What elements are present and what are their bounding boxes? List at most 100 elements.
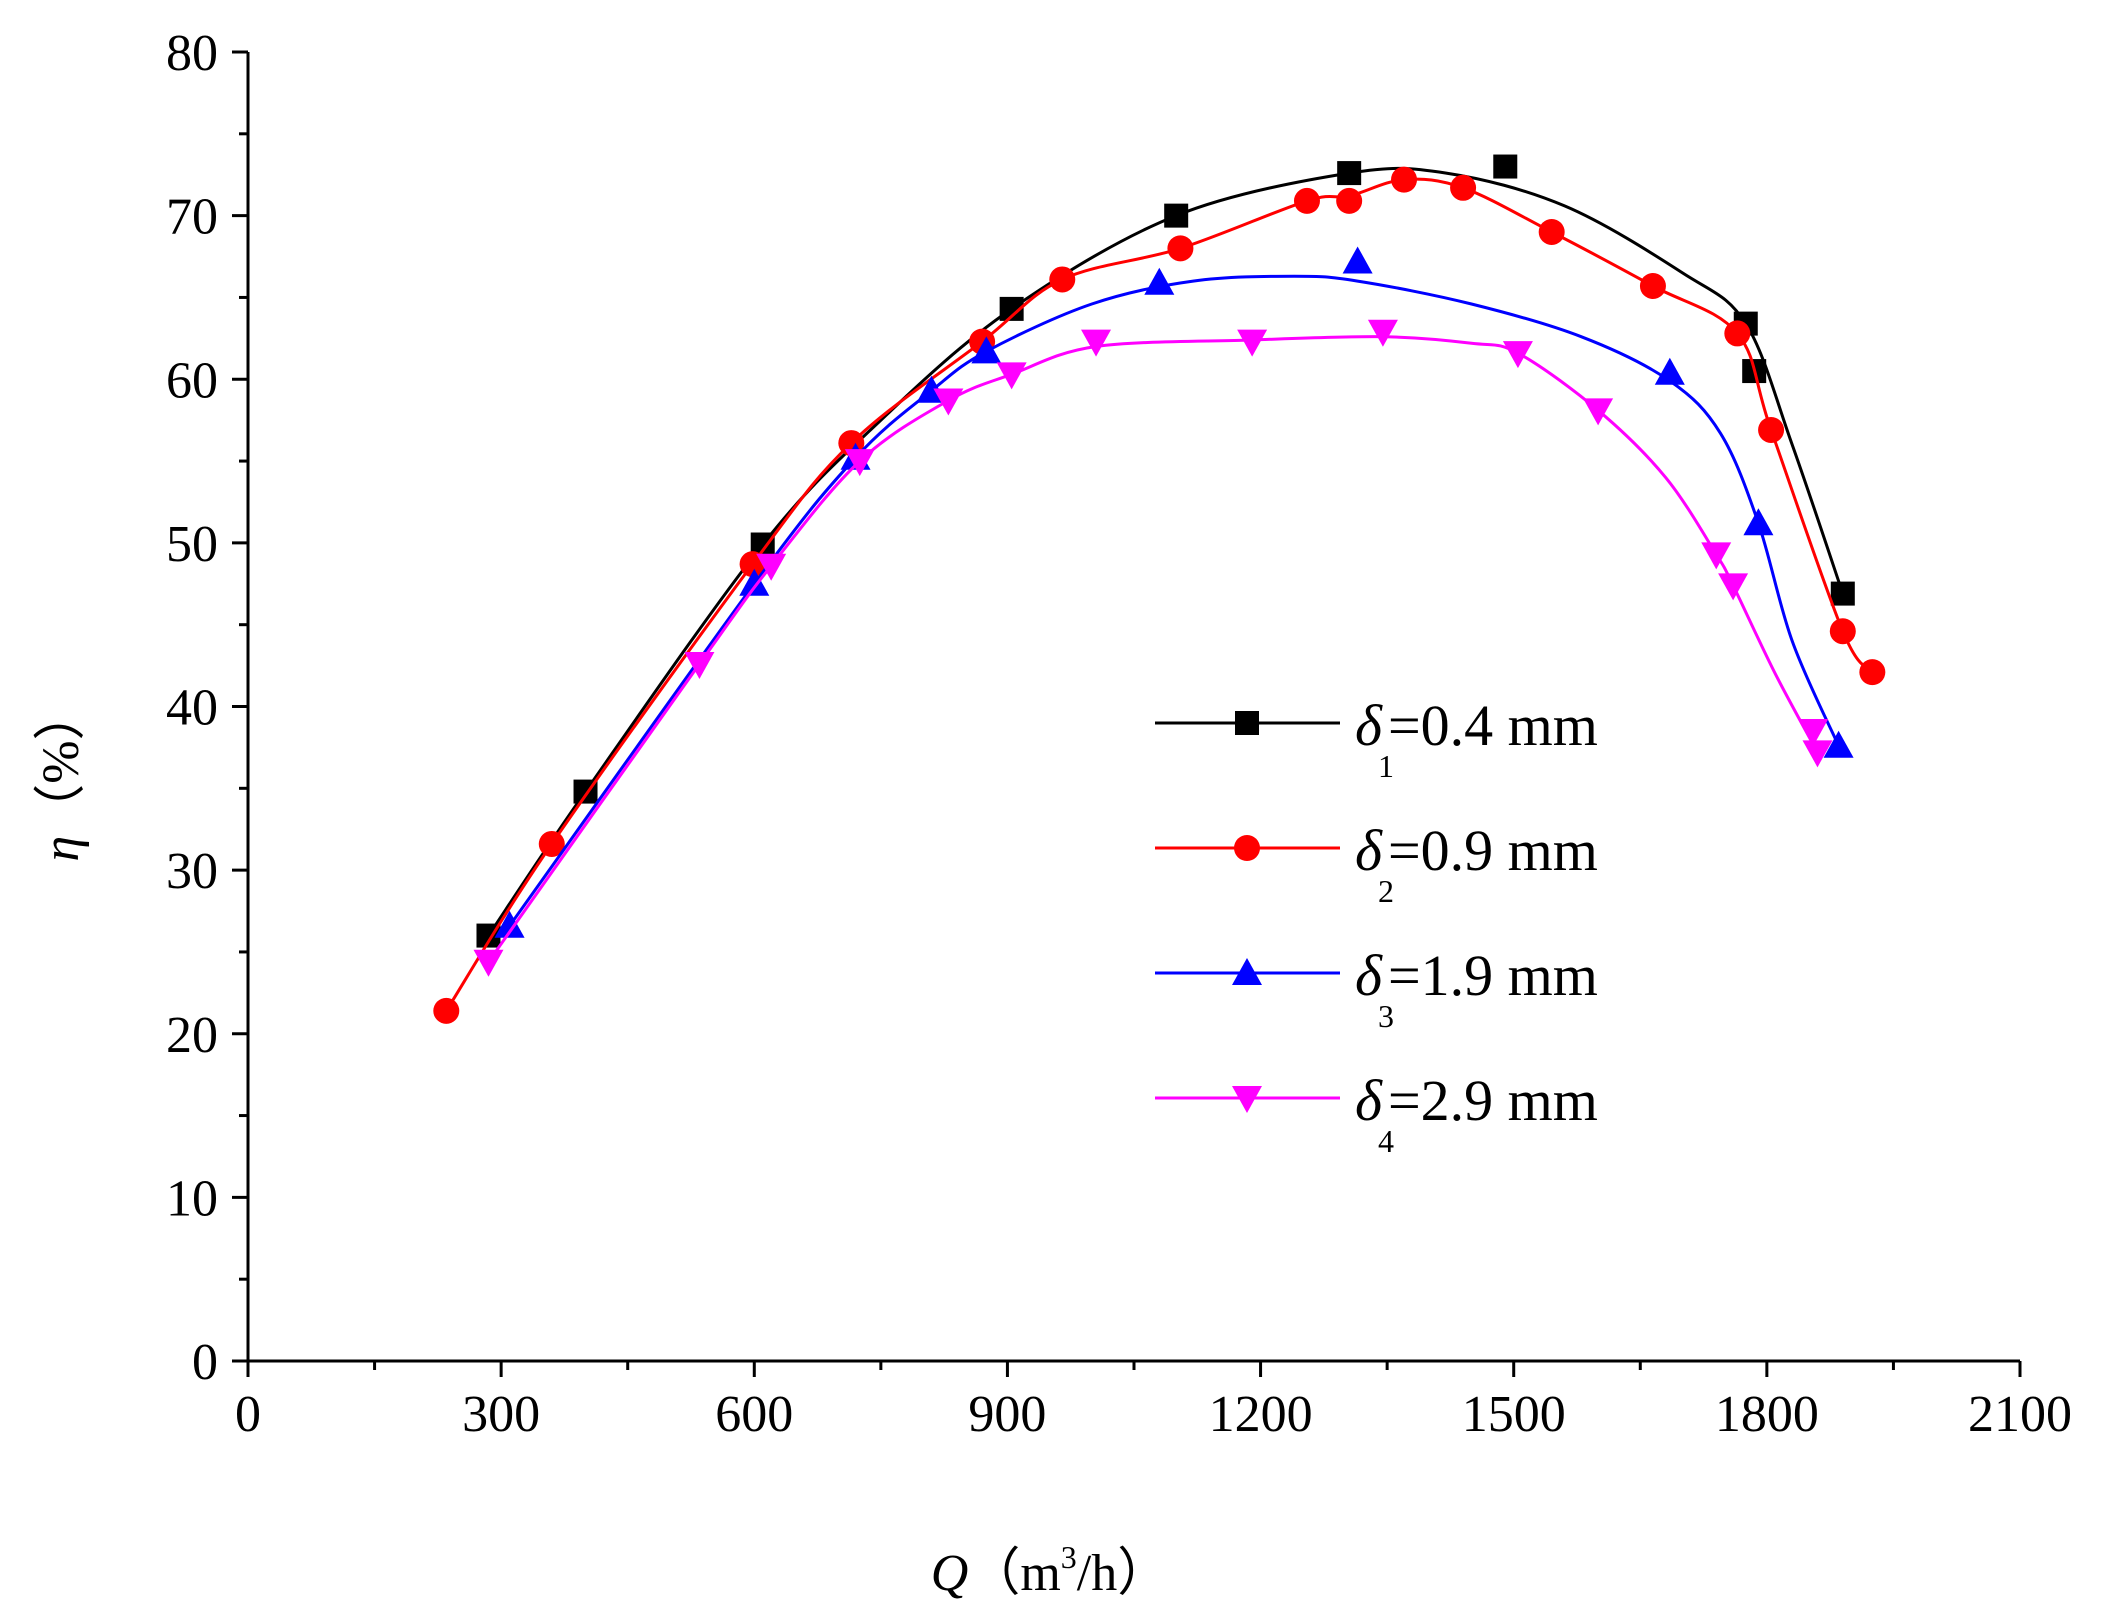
y-axis-ticks: 0 10 20 30 40 50 60 70 80 (166, 25, 248, 1391)
legend-label: δ 2=0.9 mm (1355, 818, 1598, 909)
x-axis-ticks: 0 300 600 900 1200 1500 1800 2100 (235, 1361, 2072, 1443)
data-point (844, 449, 875, 477)
data-point (433, 997, 460, 1024)
plot-series (433, 154, 1886, 1024)
x-tick-label: 600 (715, 1386, 793, 1443)
legend-value: =1.9 mm (1388, 943, 1598, 1008)
legend-subscript: 1 (1378, 748, 1394, 784)
data-point (1049, 266, 1076, 293)
data-point (1391, 166, 1418, 193)
legend-item: δ 4=2.9 mm (1155, 1068, 1598, 1159)
series-3 (494, 246, 1854, 938)
x-tick-label: 2100 (1968, 1386, 2072, 1443)
legend-value: =0.9 mm (1388, 818, 1598, 883)
data-point (1493, 154, 1518, 179)
legend-symbol: δ (1355, 693, 1383, 758)
data-point (1859, 659, 1886, 686)
data-point (1081, 329, 1112, 357)
series-line (508, 274, 1840, 927)
x-axis-title: Q（m3/h） (931, 1539, 1169, 1602)
legend-marker (1235, 711, 1259, 735)
legend-item: δ 3=1.9 mm (1155, 943, 1598, 1034)
series-line (487, 335, 1819, 963)
y-axis-title: η（%） (33, 688, 90, 861)
legend-value: =2.9 mm (1388, 1068, 1598, 1133)
x-tick-label: 900 (968, 1386, 1046, 1443)
data-point (1583, 398, 1614, 426)
data-point (1538, 218, 1565, 245)
legend-item: δ 1=0.4 mm (1155, 693, 1598, 784)
y-tick-label: 30 (166, 843, 218, 900)
x-tick-label: 300 (462, 1386, 540, 1443)
x-tick-label: 1500 (1462, 1386, 1566, 1443)
x-axis-unit-superscript: 3 (1061, 1539, 1077, 1575)
data-point (1654, 357, 1685, 385)
y-tick-label: 0 (192, 1334, 218, 1391)
y-tick-label: 80 (166, 25, 218, 82)
y-tick-label: 20 (166, 1007, 218, 1064)
x-tick-label: 0 (235, 1386, 261, 1443)
x-axis-symbol: Q (931, 1545, 969, 1602)
data-point (1701, 542, 1732, 570)
legend-label: δ 3=1.9 mm (1355, 943, 1598, 1034)
legend-label: δ 1=0.4 mm (1355, 693, 1598, 784)
legend-marker (1232, 1086, 1262, 1113)
y-tick-label: 60 (166, 352, 218, 409)
data-point (494, 910, 525, 938)
y-tick-label: 10 (166, 1170, 218, 1227)
data-point (1144, 267, 1175, 295)
data-point (1823, 730, 1854, 758)
data-point (1336, 187, 1363, 214)
y-axis-symbol: η (33, 836, 90, 862)
legend-subscript: 4 (1378, 1123, 1394, 1159)
data-point (1758, 416, 1785, 443)
legend-symbol: δ (1355, 943, 1383, 1008)
data-point (1293, 187, 1320, 214)
data-point (1502, 341, 1533, 369)
data-point (756, 553, 787, 581)
x-axis-unit-suffix: /h） (1077, 1545, 1169, 1602)
x-tick-label: 1200 (1209, 1386, 1313, 1443)
data-point (1743, 508, 1774, 536)
axes: 0 300 600 900 1200 1500 1800 2100 0 10 20 30 40 50 60… (166, 25, 2072, 1443)
legend: δ 1=0.4 mmδ 2=0.9 mmδ 3=1.9 mmδ 4=2.9 mm (1155, 693, 1598, 1159)
x-axis-unit-prefix: （m (968, 1545, 1060, 1602)
series-line (445, 177, 1874, 1012)
data-point (684, 651, 715, 679)
data-point (1798, 719, 1829, 747)
data-point (1342, 246, 1373, 274)
data-point (1830, 581, 1855, 606)
data-point (1802, 740, 1833, 768)
data-point (1167, 235, 1194, 262)
legend-subscript: 3 (1378, 998, 1394, 1034)
legend-label: δ 4=2.9 mm (1355, 1068, 1598, 1159)
y-tick-label: 70 (166, 189, 218, 246)
data-point (933, 388, 964, 416)
y-tick-label: 40 (166, 680, 218, 737)
data-point (1367, 319, 1398, 347)
data-point (473, 949, 504, 977)
series-1 (476, 154, 1855, 948)
data-point (1337, 161, 1362, 186)
data-point (1724, 320, 1751, 347)
legend-item: δ 2=0.9 mm (1155, 818, 1598, 909)
data-point (1639, 272, 1666, 299)
legend-marker (1234, 835, 1260, 861)
data-point (1450, 174, 1477, 201)
data-point (739, 568, 770, 596)
legend-subscript: 2 (1378, 873, 1394, 909)
legend-symbol: δ (1355, 818, 1383, 883)
legend-marker (1232, 958, 1262, 985)
data-point (1829, 618, 1856, 645)
legend-symbol: δ (1355, 1068, 1383, 1133)
x-tick-label: 1800 (1715, 1386, 1819, 1443)
series-4 (473, 319, 1833, 977)
data-point (1718, 573, 1749, 601)
y-tick-label: 50 (166, 516, 218, 573)
legend-value: =0.4 mm (1388, 693, 1598, 758)
data-point (1164, 203, 1189, 228)
data-point (1237, 329, 1268, 357)
data-point (538, 830, 565, 857)
data-point (971, 336, 1002, 364)
